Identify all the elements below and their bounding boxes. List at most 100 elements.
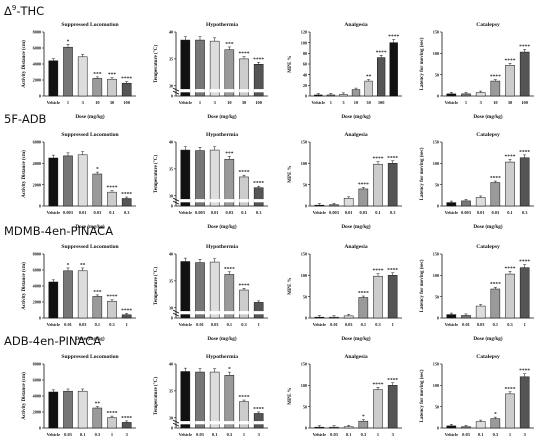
x-tick-label: Vehicle xyxy=(313,210,327,215)
significance-label: **** xyxy=(519,149,530,155)
x-tick-label: 0.1 xyxy=(507,210,513,215)
bar xyxy=(358,188,369,207)
y-tick-label: 120 xyxy=(301,30,307,35)
bar-break-gap xyxy=(180,421,191,425)
x-tick-label: 1 xyxy=(258,322,260,327)
x-tick-label: 0.03 xyxy=(491,210,499,215)
significance-label: *** xyxy=(108,72,117,78)
y-tick-label: 4000 xyxy=(33,394,41,399)
bar xyxy=(107,417,117,429)
panel-5fadb-3: Catalepsy Latency for moving (sec) Dose (m… xyxy=(420,132,534,230)
x-tick-label: 0.01 xyxy=(64,322,72,327)
bar xyxy=(343,426,354,429)
y-tick-label: 50 xyxy=(435,182,439,187)
y-tick-label: 100 xyxy=(433,383,439,388)
x-tick-label: 0.03 xyxy=(359,210,367,215)
bar xyxy=(389,42,398,97)
x-tick-label: 0.01 xyxy=(330,322,338,327)
x-tick-label: 3 xyxy=(214,100,217,105)
bar xyxy=(519,267,530,319)
significance-label: **** xyxy=(358,182,369,188)
panel-title: Catalepsy xyxy=(476,354,500,360)
bar xyxy=(77,56,88,97)
panel-title: Suppressed Locomotion xyxy=(61,22,119,28)
x-tick-label: 0.3 xyxy=(241,322,247,327)
y-tick-label: 50 xyxy=(303,294,307,299)
significance-label: **** xyxy=(519,368,530,374)
bar xyxy=(387,163,398,207)
bar xyxy=(209,261,220,319)
panel-thc-3: Catalepsy Latency for moving (sec) Dose (m… xyxy=(420,22,534,120)
bar-break-gap xyxy=(209,89,220,93)
x-tick-label: 0.3 xyxy=(375,322,381,327)
y-tick-label: 2000 xyxy=(33,182,41,187)
panel-title: Catalepsy xyxy=(476,132,500,138)
panel-mdmb-3: Catalepsy Latency for moving (sec) Dose (m… xyxy=(420,244,534,342)
x-tick-label: 3 xyxy=(258,432,261,437)
significance-label: * xyxy=(362,414,365,420)
x-tick-label: 100 xyxy=(123,100,130,105)
significance-label: *** xyxy=(93,289,102,295)
panel-title: Suppressed Locomotion xyxy=(61,132,119,138)
y-axis-label: Activity Distance (cm) xyxy=(22,262,27,310)
bar xyxy=(329,426,339,429)
y-axis-label: Latency for moving (sec) xyxy=(420,37,425,90)
x-axis-label: Dose (mg/kg) xyxy=(207,113,237,120)
significance-label: *** xyxy=(225,151,234,157)
y-tick-label: 150 xyxy=(433,252,439,257)
x-tick-label: 0.3 xyxy=(124,210,130,215)
x-tick-label: 1 xyxy=(199,100,201,105)
y-tick-label: 2000 xyxy=(33,300,41,305)
bar xyxy=(475,197,486,207)
x-tick-label: 0.3 xyxy=(493,432,499,437)
bar xyxy=(180,39,191,97)
y-tick-label: 60 xyxy=(303,62,307,67)
bar xyxy=(253,413,264,429)
x-tick-label: 0.03 xyxy=(345,322,353,327)
bar xyxy=(358,297,369,319)
y-tick-label: 6000 xyxy=(33,268,41,273)
x-axis-label: Dose (mg/kg) xyxy=(473,335,503,342)
x-axis-label: Dose (mg/kg) xyxy=(75,335,105,342)
significance-label: * xyxy=(494,412,497,418)
y-tick-label: 0 xyxy=(305,426,307,431)
y-axis-label: Latency for moving (sec) xyxy=(420,147,425,200)
significance-label: **** xyxy=(239,283,250,289)
bar xyxy=(209,40,220,97)
bar xyxy=(121,198,132,207)
bar xyxy=(253,302,264,319)
panel-title: Analgesia xyxy=(344,22,368,28)
x-axis-label: Dose (mg/kg) xyxy=(207,335,237,342)
bar xyxy=(376,57,386,97)
x-tick-label: 1 xyxy=(111,432,113,437)
bar xyxy=(92,407,103,429)
bar xyxy=(446,314,457,319)
panel-adb-0: Suppressed Locomotion Activity Distance (… xyxy=(22,354,136,437)
y-tick-label: 80 xyxy=(303,51,307,56)
y-tick-label: 30 xyxy=(169,83,173,88)
bar xyxy=(195,371,205,429)
significance-label: **** xyxy=(121,308,132,314)
x-tick-label: 1 xyxy=(126,322,128,327)
bar xyxy=(490,288,501,319)
x-tick-label: 0.3 xyxy=(256,210,262,215)
x-tick-label: 1 xyxy=(377,432,379,437)
x-tick-label: 0.003 xyxy=(63,210,74,215)
y-tick-label: 100 xyxy=(433,51,439,56)
bar xyxy=(343,315,354,319)
bar-break-gap xyxy=(195,89,205,93)
x-tick-label: 1 xyxy=(465,100,467,105)
bar xyxy=(519,376,530,429)
significance-label: **** xyxy=(490,176,501,182)
bar xyxy=(461,426,471,429)
row-label-mdmb: MDMB-4en-PINACA xyxy=(4,224,114,238)
panel-title: Hypothermia xyxy=(206,22,238,28)
bar-break-gap xyxy=(253,199,264,203)
bar-break-gap xyxy=(195,421,205,425)
bar xyxy=(48,391,59,429)
y-axis-label: Temperature (°C) xyxy=(154,45,159,83)
x-tick-label: Vehicle xyxy=(179,100,193,105)
bar-break-gap xyxy=(253,421,264,425)
x-tick-label: 0.1 xyxy=(109,210,115,215)
significance-label: **** xyxy=(121,415,132,421)
